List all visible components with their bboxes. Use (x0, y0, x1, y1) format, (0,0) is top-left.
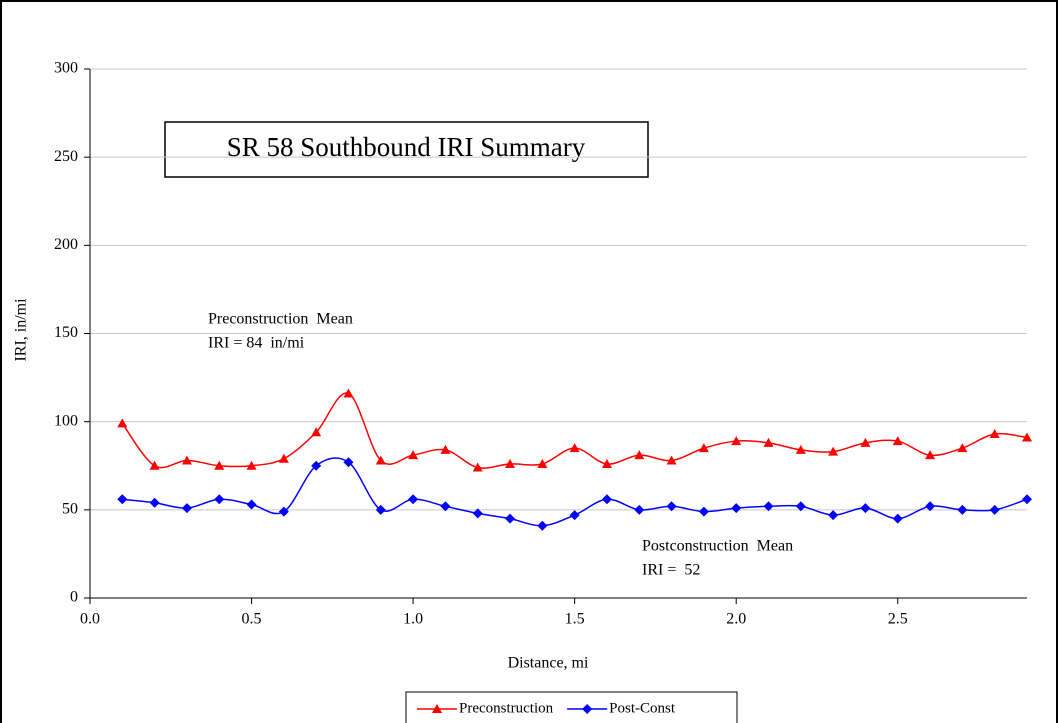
data-point (634, 450, 645, 460)
data-point (892, 513, 903, 524)
data-point (408, 450, 419, 460)
data-point (763, 437, 774, 447)
data-point (795, 501, 806, 512)
data-point (181, 455, 192, 465)
annotation: IRI = 84 in/mi (208, 335, 305, 352)
annotation: Preconstruction Mean (208, 311, 353, 328)
data-point (375, 504, 386, 515)
data-point (440, 444, 451, 454)
data-point (731, 436, 742, 446)
data-point (1022, 432, 1032, 442)
data-point (634, 504, 645, 515)
data-point (795, 444, 806, 454)
data-point (698, 443, 709, 453)
x-tick-label: 2.5 (888, 611, 908, 628)
y-axis-label: IRI, in/mi (13, 298, 30, 362)
y-tick-label: 0 (70, 589, 78, 606)
data-point (149, 460, 160, 470)
title-box (164, 121, 649, 178)
data-point (925, 501, 936, 512)
data-point (989, 429, 1000, 439)
data-point (537, 458, 548, 468)
data-point (278, 453, 289, 463)
data-point (569, 443, 580, 453)
y-tick-label: 200 (54, 236, 78, 253)
data-point (246, 499, 257, 510)
y-tick-label: 300 (54, 60, 78, 77)
data-point (666, 501, 677, 512)
data-point (601, 494, 612, 505)
annotation: Postconstruction Mean (642, 538, 793, 555)
y-tick-label: 100 (54, 412, 78, 429)
data-point (343, 388, 354, 398)
data-point (698, 506, 709, 517)
legend-marker (582, 704, 593, 714)
data-point (343, 457, 354, 468)
data-point (860, 437, 871, 447)
data-point (666, 455, 677, 465)
data-point (537, 520, 548, 531)
data-point (278, 506, 289, 517)
data-point (601, 458, 612, 468)
y-tick-label: 50 (62, 501, 78, 518)
data-point (828, 510, 839, 521)
annotation: IRI = 52 (642, 562, 700, 579)
data-point (149, 497, 160, 508)
data-point (311, 427, 322, 437)
data-point (472, 508, 483, 519)
data-point (505, 513, 516, 524)
legend-marker (432, 704, 442, 713)
data-point (569, 510, 580, 521)
data-point (117, 494, 128, 505)
data-point (860, 503, 871, 514)
data-point (472, 462, 483, 472)
x-tick-label: 1.5 (565, 611, 585, 628)
chart-title: SR 58 Southbound IRI Summary (227, 132, 586, 162)
data-point (505, 458, 516, 468)
data-point (989, 504, 1000, 515)
x-tick-label: 1.0 (403, 611, 423, 628)
legend-box (405, 691, 738, 723)
data-point (440, 501, 451, 512)
data-point (311, 460, 322, 471)
data-point (1022, 494, 1032, 505)
legend-label: Preconstruction (459, 700, 554, 716)
data-point (763, 501, 774, 512)
x-axis-label: Distance, mi (508, 655, 589, 672)
data-point (214, 460, 225, 470)
data-point (957, 443, 968, 453)
data-point (925, 450, 936, 460)
data-point (408, 494, 419, 505)
data-point (892, 436, 903, 446)
y-tick-label: 250 (54, 148, 78, 165)
data-point (828, 446, 839, 456)
series-line (121, 392, 1028, 469)
data-point (214, 494, 225, 505)
x-tick-label: 0.5 (242, 611, 262, 628)
data-point (731, 503, 742, 514)
legend-label: Post-Const (609, 700, 676, 716)
data-point (117, 418, 128, 428)
x-tick-label: 2.0 (726, 611, 746, 628)
data-point (181, 503, 192, 514)
y-tick-label: 150 (54, 324, 78, 341)
x-tick-label: 0.0 (80, 611, 100, 628)
data-point (957, 504, 968, 515)
data-point (375, 455, 386, 465)
data-point (246, 460, 257, 470)
